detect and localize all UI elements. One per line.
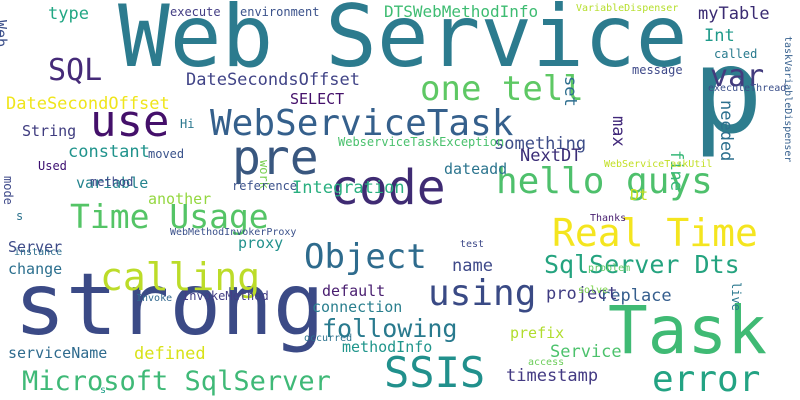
word: Web: [0, 20, 10, 48]
word: environment: [240, 5, 320, 19]
word: Int: [704, 26, 735, 46]
word: WebServiceTaskUtil: [604, 159, 713, 170]
word: reference: [232, 179, 298, 193]
word: NextDT: [520, 146, 582, 166]
word: prefix: [510, 324, 565, 342]
word: s: [16, 209, 24, 223]
word: needed: [716, 100, 736, 162]
word: serviceName: [8, 344, 108, 362]
word: Invoke: [136, 293, 173, 304]
word: using: [428, 273, 537, 314]
word: solve: [578, 285, 609, 296]
word: another: [148, 190, 212, 208]
word: Time Usage: [70, 197, 269, 236]
word: mode: [1, 176, 15, 205]
word: DateSecondsOffset: [186, 70, 360, 90]
word: code: [330, 160, 446, 216]
word: Thanks: [590, 213, 627, 224]
word: dateadd: [444, 160, 508, 178]
word: method: [90, 175, 134, 189]
word: DTSWebMethodInfo: [384, 2, 539, 21]
word: Integration: [292, 178, 405, 198]
word: Real Time: [552, 211, 758, 255]
word: p: [692, 22, 764, 160]
word: methodInfo: [342, 338, 433, 356]
word: VariableDispenser: [576, 3, 679, 14]
word: WebserviceTaskException: [338, 135, 505, 149]
word: set: [560, 76, 580, 107]
word: s: [100, 385, 107, 396]
word: Server: [8, 238, 63, 256]
word: Service: [550, 342, 622, 362]
word: constant: [68, 142, 150, 162]
word: Used: [38, 159, 67, 173]
word: connection: [312, 298, 403, 316]
word: execute: [170, 5, 221, 19]
word: hello guys: [496, 161, 713, 202]
word: SqlServer Dts: [544, 250, 740, 279]
word: taskVariableDispenser: [782, 36, 793, 163]
word: occurred: [304, 333, 353, 344]
word: Microsoft SqlServer: [22, 366, 331, 397]
word: WebServiceTask: [210, 103, 514, 144]
word: pre: [232, 130, 319, 186]
word: Hi: [180, 117, 195, 131]
word: something: [494, 134, 587, 154]
word: error: [652, 359, 761, 400]
word: use: [90, 96, 170, 147]
word: type: [48, 4, 89, 24]
word: message: [632, 63, 683, 77]
word: SQL: [48, 53, 103, 88]
word: Object: [304, 237, 427, 277]
word: timestamp: [506, 366, 599, 386]
word: WebMethodInvokerProxy: [170, 227, 297, 238]
word: max: [608, 116, 628, 147]
word: live: [729, 282, 743, 311]
word: calling: [100, 255, 261, 299]
word: Web Service: [118, 0, 688, 87]
word: problem: [588, 263, 631, 274]
word: SELECT: [290, 90, 345, 108]
word: String: [22, 122, 77, 140]
word: Dt: [630, 186, 649, 204]
word: default: [322, 282, 386, 300]
word: proxy: [238, 234, 284, 252]
word: Task: [608, 292, 767, 369]
word: test: [460, 239, 485, 250]
word: fine: [666, 150, 686, 191]
word: variable: [76, 174, 149, 192]
word: following: [322, 314, 458, 343]
word: access: [528, 357, 565, 368]
word: one tell: [420, 69, 584, 109]
word: InvokeMethod: [182, 289, 269, 303]
word: DateSecondOffset: [6, 94, 170, 114]
word: myTable: [698, 4, 770, 24]
word: project: [546, 284, 618, 304]
word: defined: [134, 344, 206, 364]
word: strong: [14, 255, 325, 355]
word: name: [452, 256, 493, 276]
word: change: [8, 260, 63, 278]
word: var: [710, 59, 765, 94]
word: called: [714, 47, 758, 61]
word: SSIS: [384, 348, 486, 397]
word: executeThread: [708, 83, 787, 94]
word: instance: [14, 247, 63, 258]
word: moved: [148, 147, 185, 161]
word: replace: [600, 286, 672, 306]
